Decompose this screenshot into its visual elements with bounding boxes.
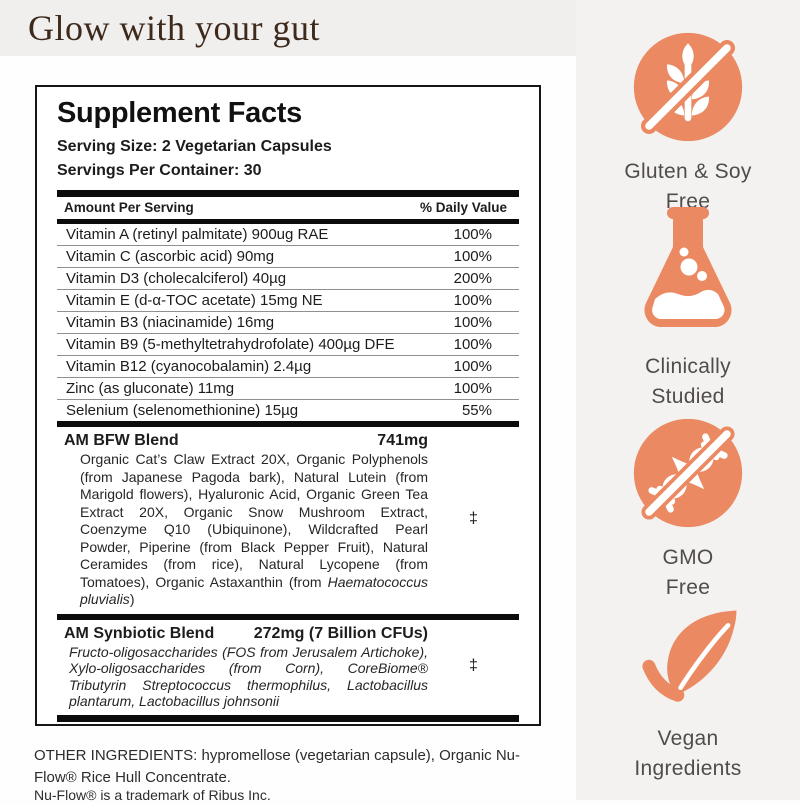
blend-bfw: AM BFW Blend 741mg Organic Cat’s Claw Ex…	[57, 427, 519, 614]
table-row: Selenium (selenomethionine) 15µg 55%	[66, 402, 492, 419]
badge-gmo-free: GMO Free	[576, 416, 800, 603]
table-row: Vitamin A (retinyl palmitate) 900ug RAE 1…	[57, 224, 519, 246]
daily-value-footnote: ‡Daily Value not established.	[57, 722, 519, 725]
table-row: Vitamin B3 (niacinamide) 16mg 100%	[57, 312, 519, 334]
badges-panel: Gluten & Soy Free Clinically Studied	[576, 0, 800, 800]
blend-synbiotic: AM Synbiotic Blend 272mg (7 Billion CFUs…	[57, 620, 519, 715]
badge-label: Clinically Studied	[645, 355, 731, 408]
vegan-leaf-icon	[632, 603, 744, 716]
blend-name: AM Synbiotic Blend	[64, 624, 215, 642]
daily-value-symbol: ‡	[469, 657, 478, 674]
no-gmo-icon	[631, 416, 745, 535]
table-row: Vitamin C (ascorbic acid) 90mg 100%	[57, 246, 519, 268]
title-strip: Glow with your gut	[0, 0, 576, 56]
amount-per-serving-header: Amount Per Serving	[64, 200, 194, 215]
no-gluten-icon	[631, 30, 745, 149]
label-area: Supplement Facts Serving Size: 2 Vegetar…	[0, 56, 576, 803]
supplement-facts-box: Supplement Facts Serving Size: 2 Vegetar…	[35, 85, 541, 726]
other-ingredients-text: OTHER INGREDIENTS: hypromellose (vegetar…	[34, 747, 520, 786]
divider-thick	[57, 190, 519, 197]
badge-label: Vegan Ingredients	[634, 727, 742, 780]
daily-value-symbol: ‡	[469, 510, 478, 528]
divider-thick	[57, 613, 519, 620]
divider-thick	[57, 714, 519, 722]
trademark-text: Nu-Flow® is a trademark of Ribus Inc.	[34, 787, 271, 803]
facts-title: Supplement Facts	[57, 97, 302, 129]
badge-clinically-studied: Clinically Studied	[576, 203, 800, 412]
blend-amount: 741mg	[377, 432, 428, 449]
blend-description: Fructo-oligosaccharides (FOS from Jerusa…	[69, 643, 428, 710]
serving-size: Serving Size: 2 Vegetarian Capsules	[57, 138, 332, 155]
table-row: Vitamin B12 (cyanocobalamin) 2.4µg 100%	[57, 356, 519, 378]
blend-amount: 272mg (7 Billion CFUs)	[253, 624, 428, 642]
flask-icon	[627, 203, 749, 344]
table-row: Vitamin D3 (cholecalciferol) 40µg 200%	[57, 268, 519, 290]
table-row: Vitamin B9 (5-methyltetrahydrofolate) 40…	[57, 334, 519, 356]
blend-name: AM BFW Blend	[64, 432, 179, 449]
table-row: Vitamin E (d-α-TOC acetate) 15mg NE 100%	[57, 290, 519, 312]
badge-vegan-ingredients: Vegan Ingredients	[576, 603, 800, 784]
species-name: Haematococcus pluvialis	[80, 573, 428, 608]
servings-per-container: Servings Per Container: 30	[57, 162, 262, 179]
page-title: Glow with your gut	[28, 8, 320, 48]
divider-thick	[57, 219, 519, 224]
badge-label: GMO Free	[662, 546, 714, 599]
daily-value-header: % Daily Value	[419, 200, 507, 215]
nutrient-table: Vitamin A (retinyl palmitate) 900ug RAE 1…	[57, 224, 519, 421]
badge-gluten-soy-free: Gluten & Soy Free	[576, 30, 800, 217]
table-column-header: Amount Per Serving % Daily Value	[57, 197, 519, 219]
blend-description: Organic Cat’s Claw Extract 20X, Organic …	[80, 451, 428, 608]
table-row: Zinc (as gluconate) 11mg 100%	[57, 378, 519, 400]
divider-thick	[57, 421, 519, 427]
